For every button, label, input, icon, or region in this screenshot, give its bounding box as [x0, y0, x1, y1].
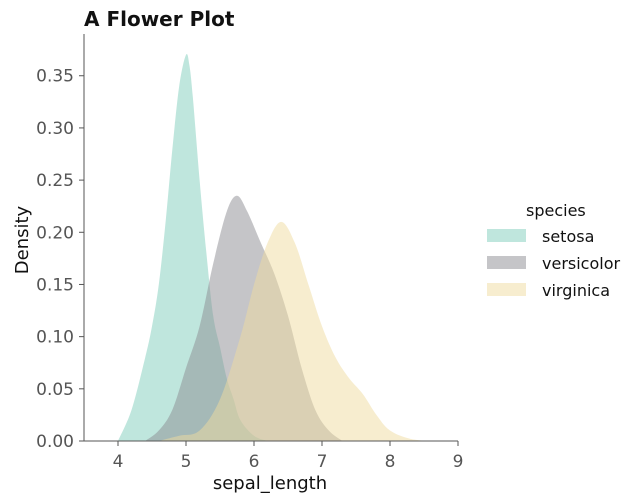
x-ticks: 4 5 6 7 8 9	[113, 441, 464, 472]
x-tick-label: 8	[385, 452, 396, 472]
legend: species setosa versicolor virginica	[487, 201, 620, 300]
y-axis-label: Density	[12, 205, 33, 274]
legend-title: species	[526, 201, 586, 220]
x-tick-label: 6	[249, 452, 260, 472]
density-area-setosa	[118, 53, 268, 441]
legend-items: setosa versicolor virginica	[487, 227, 620, 300]
density-area-virginica	[158, 221, 431, 441]
legend-label-versicolor: versicolor	[542, 254, 620, 273]
legend-swatch-virginica	[487, 283, 526, 296]
y-tick-label: 0.35	[36, 67, 74, 87]
x-tick-label: 7	[317, 452, 328, 472]
legend-swatch-versicolor	[487, 256, 526, 269]
plot-area	[118, 53, 431, 441]
x-tick-label: 9	[453, 452, 464, 472]
y-tick-label: 0.00	[36, 432, 74, 452]
legend-label-virginica: virginica	[542, 281, 610, 300]
x-tick-label: 4	[113, 452, 124, 472]
chart-title: A Flower Plot	[84, 7, 235, 31]
x-axis-label: sepal_length	[213, 473, 327, 494]
y-tick-label: 0.05	[36, 380, 74, 400]
legend-label-setosa: setosa	[542, 227, 594, 246]
y-tick-label: 0.25	[36, 171, 74, 191]
y-tick-label: 0.15	[36, 275, 74, 295]
y-ticks: 0.00 0.05 0.10 0.15 0.20 0.25 0.30 0.35	[36, 67, 84, 452]
legend-swatch-setosa	[487, 229, 526, 242]
y-tick-label: 0.10	[36, 328, 74, 348]
x-tick-label: 5	[181, 452, 192, 472]
y-tick-label: 0.20	[36, 223, 74, 243]
y-tick-label: 0.30	[36, 119, 74, 139]
